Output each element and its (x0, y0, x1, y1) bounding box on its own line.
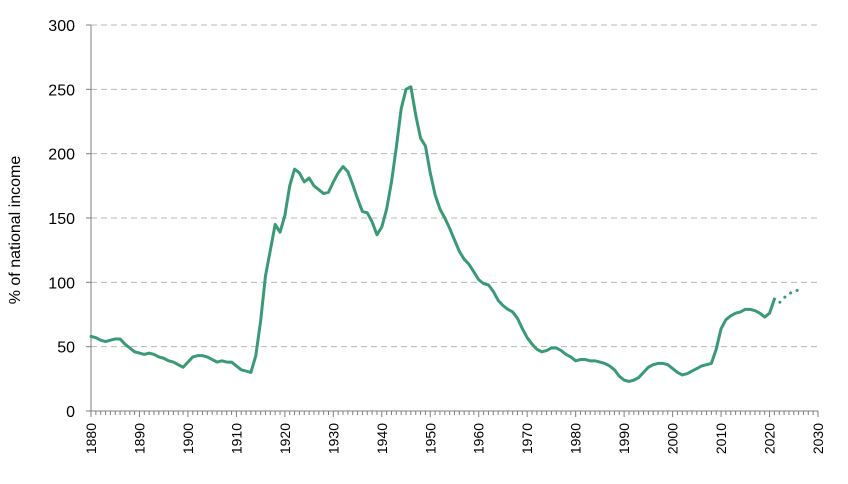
x-tick-label-1940: 1940 (374, 423, 390, 454)
y-tick-label-300: 300 (48, 18, 75, 35)
x-tick-label-2030: 2030 (810, 423, 826, 454)
x-tick-label-1930: 1930 (325, 423, 341, 454)
x-tick-label-1970: 1970 (519, 423, 535, 454)
x-tick-label-2000: 2000 (665, 423, 681, 454)
x-tick-label-1920: 1920 (277, 423, 293, 454)
x-tick-label-2010: 2010 (713, 423, 729, 454)
y-axis-title: % of national income (7, 156, 24, 305)
y-tick-label-150: 150 (48, 211, 75, 228)
x-tick-label-1950: 1950 (422, 423, 438, 454)
gridlines (91, 24, 818, 348)
x-tick-label-1980: 1980 (568, 423, 584, 454)
x-tick-label-1880: 1880 (83, 423, 99, 454)
tick-labels: 0 50 100 150 200 250 300 1880 1890 1900 1910 1920 19… (48, 18, 826, 454)
series-line-projection (772, 287, 805, 305)
y-tick-label-200: 200 (48, 147, 75, 164)
y-tick-label-0: 0 (66, 404, 75, 421)
y-tick-label-100: 100 (48, 275, 75, 292)
y-tick-label-50: 50 (57, 340, 75, 357)
x-tick-label-1960: 1960 (471, 423, 487, 454)
series (89, 85, 805, 383)
x-tick-label-2020: 2020 (762, 423, 778, 454)
axes (86, 24, 819, 417)
series-line-historical (89, 85, 776, 383)
x-tick-label-1990: 1990 (616, 423, 632, 454)
y-tick-label-250: 250 (48, 82, 75, 99)
x-tick-label-1910: 1910 (228, 423, 244, 454)
x-tick-label-1890: 1890 (131, 423, 147, 454)
x-tick-label-1900: 1900 (180, 423, 196, 454)
